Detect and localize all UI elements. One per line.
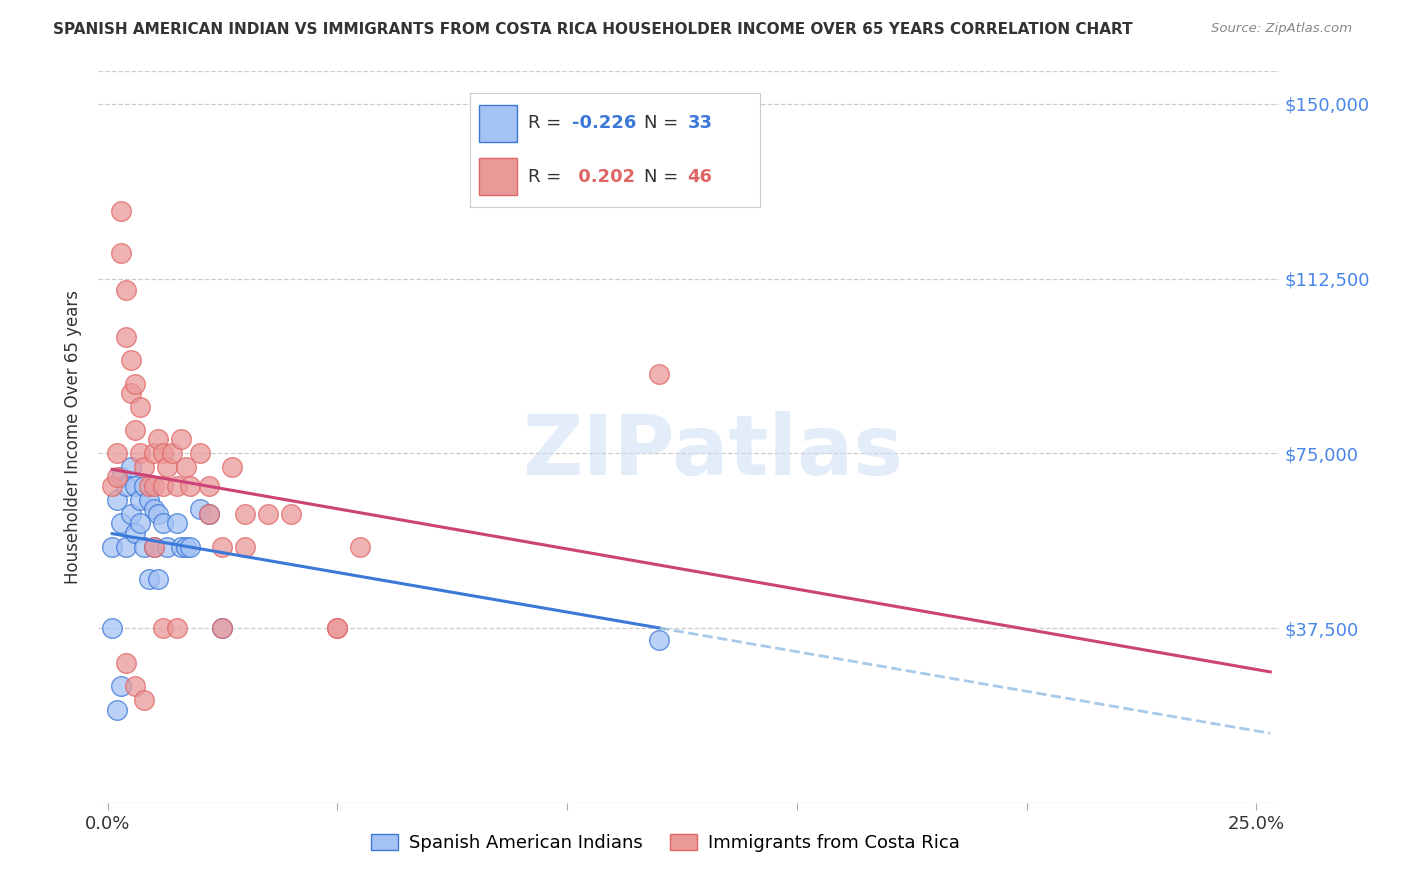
Point	[101, 621, 124, 635]
Point	[142, 540, 165, 554]
Text: SPANISH AMERICAN INDIAN VS IMMIGRANTS FROM COSTA RICA HOUSEHOLDER INCOME OVER 65: SPANISH AMERICAN INDIAN VS IMMIGRANTS FR…	[53, 22, 1133, 37]
Point	[326, 621, 349, 635]
Point	[134, 479, 156, 493]
Text: ZIPatlas: ZIPatlas	[522, 411, 903, 492]
Point	[124, 423, 146, 437]
Point	[105, 469, 128, 483]
Point	[179, 540, 201, 554]
Point	[128, 400, 150, 414]
Point	[156, 460, 179, 475]
Point	[115, 283, 138, 297]
Point	[120, 385, 142, 400]
Point	[160, 446, 183, 460]
Point	[648, 632, 671, 647]
Point	[142, 540, 165, 554]
Point	[211, 540, 233, 554]
Point	[115, 656, 138, 670]
Point	[110, 204, 132, 219]
Point	[124, 479, 146, 493]
Point	[128, 446, 150, 460]
Point	[326, 621, 349, 635]
Point	[120, 353, 142, 368]
Point	[110, 516, 132, 531]
Point	[188, 502, 211, 516]
Point	[142, 446, 165, 460]
Point	[166, 479, 188, 493]
Point	[128, 493, 150, 508]
Point	[110, 679, 132, 693]
Y-axis label: Householder Income Over 65 years: Householder Income Over 65 years	[65, 290, 83, 584]
Point	[105, 446, 128, 460]
Point	[146, 572, 169, 586]
Point	[138, 479, 160, 493]
Point	[115, 540, 138, 554]
Point	[197, 479, 219, 493]
Point	[221, 460, 243, 475]
Point	[124, 525, 146, 540]
Point	[179, 479, 201, 493]
Point	[156, 540, 179, 554]
Point	[115, 479, 138, 493]
Point	[197, 507, 219, 521]
Point	[235, 540, 257, 554]
Point	[134, 460, 156, 475]
Point	[142, 502, 165, 516]
Point	[128, 516, 150, 531]
Point	[152, 479, 174, 493]
Point	[138, 572, 160, 586]
Point	[120, 507, 142, 521]
Point	[110, 469, 132, 483]
Point	[211, 621, 233, 635]
Point	[197, 507, 219, 521]
Point	[146, 433, 169, 447]
Point	[146, 507, 169, 521]
Point	[105, 493, 128, 508]
Point	[235, 507, 257, 521]
Point	[174, 540, 197, 554]
Point	[349, 540, 371, 554]
Point	[101, 540, 124, 554]
Point	[188, 446, 211, 460]
Point	[110, 246, 132, 260]
Point	[257, 507, 280, 521]
Point	[152, 446, 174, 460]
Point	[211, 621, 233, 635]
Point	[115, 330, 138, 344]
Point	[120, 460, 142, 475]
Point	[280, 507, 302, 521]
Point	[101, 479, 124, 493]
Text: Source: ZipAtlas.com: Source: ZipAtlas.com	[1212, 22, 1353, 36]
Point	[174, 460, 197, 475]
Point	[124, 376, 146, 391]
Point	[134, 540, 156, 554]
Point	[170, 540, 193, 554]
Legend: Spanish American Indians, Immigrants from Costa Rica: Spanish American Indians, Immigrants fro…	[364, 827, 967, 860]
Point	[166, 621, 188, 635]
Point	[134, 693, 156, 707]
Point	[152, 516, 174, 531]
Point	[648, 367, 671, 381]
Point	[152, 621, 174, 635]
Point	[142, 479, 165, 493]
Point	[170, 433, 193, 447]
Point	[138, 493, 160, 508]
Point	[124, 679, 146, 693]
Point	[105, 703, 128, 717]
Point	[166, 516, 188, 531]
